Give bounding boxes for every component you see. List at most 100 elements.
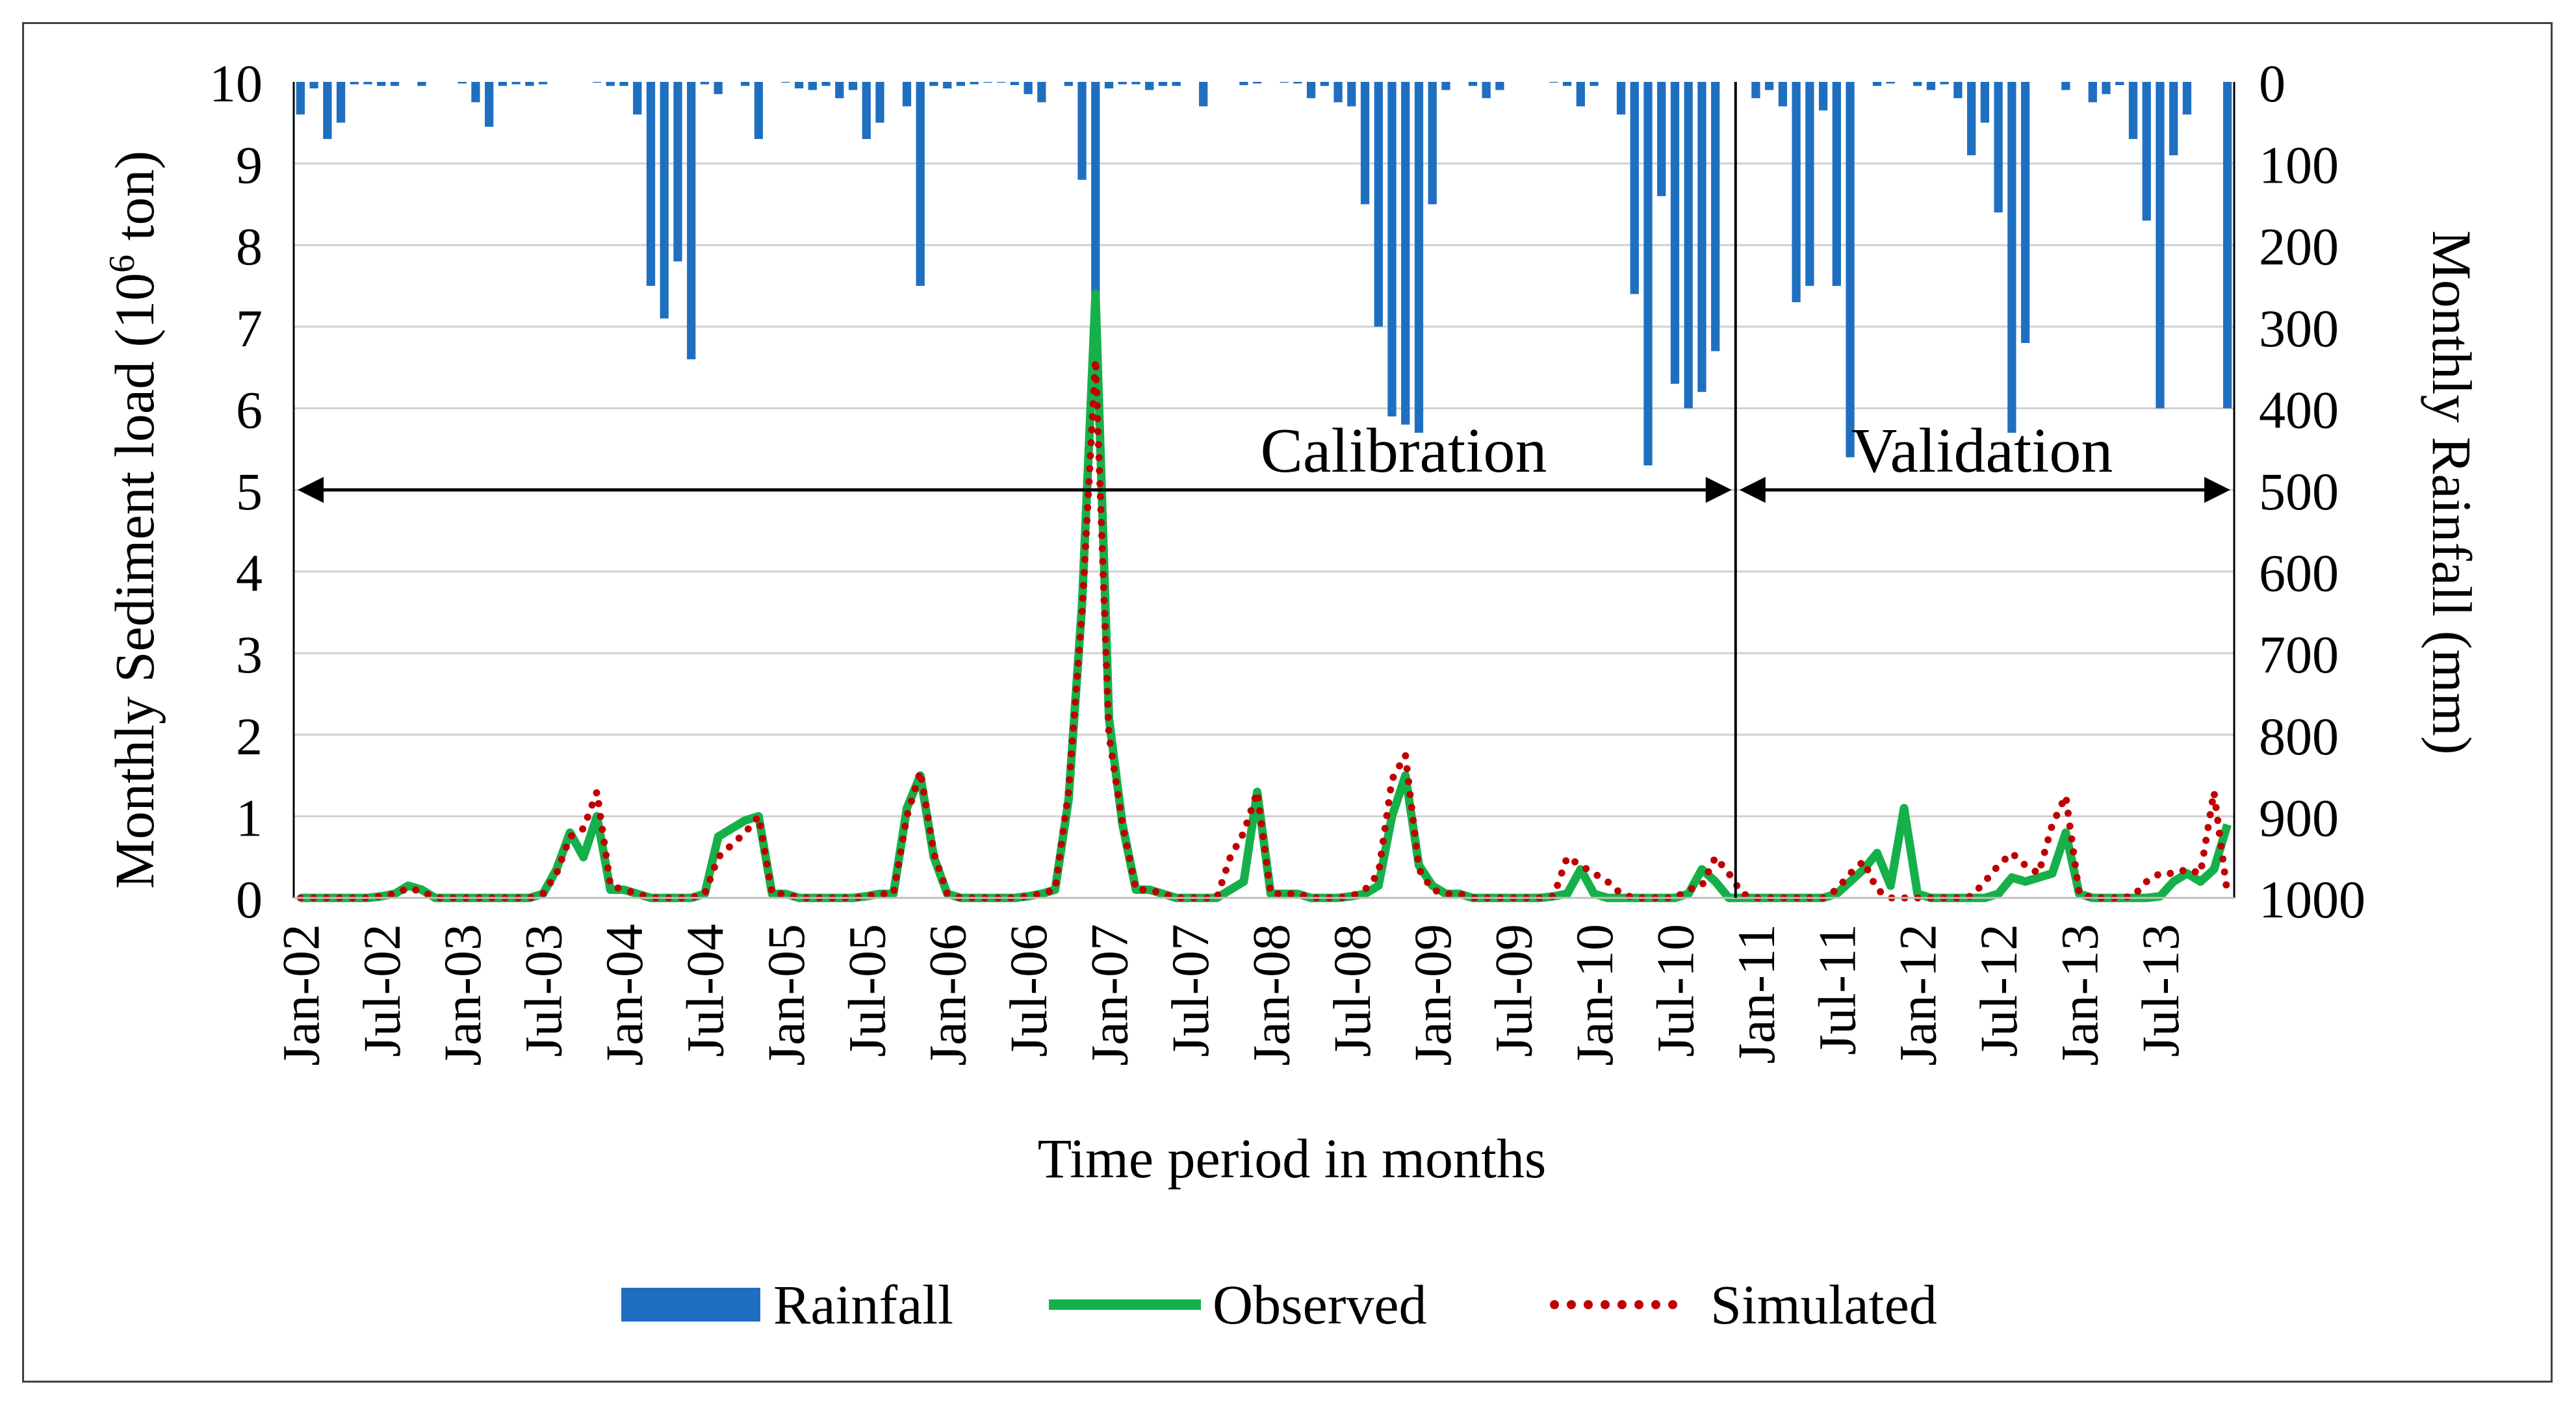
- chart-frame: [22, 22, 2553, 1383]
- rainfall-bar: [1104, 82, 1114, 89]
- rainfall-bar: [1818, 82, 1828, 110]
- rainfall-bar: [1805, 82, 1814, 286]
- rainfall-bar: [700, 82, 710, 84]
- rainfall-bar: [1953, 82, 1963, 99]
- rainfall-bar: [781, 82, 790, 83]
- rainfall-bar: [848, 82, 858, 90]
- rainfall-bar: [538, 82, 548, 84]
- calibration-label: Calibration: [1261, 416, 1547, 486]
- rainfall-bar: [1940, 82, 1949, 84]
- rainfall-bar: [2061, 82, 2070, 90]
- rainfall-bar: [741, 82, 750, 86]
- rainfall-bars: [296, 82, 2232, 466]
- x-tick-label: Jan-12: [1888, 924, 1948, 1066]
- legend: Rainfall Observed Simulated: [621, 1273, 1937, 1336]
- rainfall-bar: [1118, 82, 1127, 84]
- x-tick-label: Jan-10: [1565, 924, 1624, 1066]
- rainfall-bar: [1347, 82, 1356, 107]
- rainfall-bar: [1913, 82, 1922, 86]
- rainfall-bar: [956, 82, 966, 86]
- rainfall-bar: [1495, 82, 1504, 90]
- rainfall-bar: [498, 82, 508, 86]
- rainfall-bar: [1320, 82, 1329, 86]
- rainfall-bar: [1482, 82, 1491, 99]
- calibration-arrow: [298, 477, 1732, 503]
- rainfall-bar: [1967, 82, 1976, 156]
- left-tick-label: 3: [236, 625, 263, 684]
- rainfall-bar: [1010, 82, 1020, 86]
- rainfall-bar: [1926, 82, 1936, 90]
- rainfall-bar: [2182, 82, 2192, 115]
- rainfall-bar: [754, 82, 764, 139]
- rainfall-bar: [1980, 82, 1990, 123]
- rainfall-bar: [1374, 82, 1383, 327]
- right-tick-label: 0: [2259, 54, 2286, 113]
- right-axis-title: Monthly Rainfall (mm): [2421, 230, 2483, 754]
- rainfall-bar: [1670, 82, 1680, 384]
- rainfall-bar: [619, 82, 628, 86]
- rainfall-bar: [1630, 82, 1639, 294]
- x-tick-label: Jan-02: [271, 924, 330, 1066]
- rainfall-bar: [1643, 82, 1653, 466]
- rainfall-bar: [457, 82, 467, 84]
- rainfall-bar: [363, 82, 372, 84]
- rainfall-bar: [2115, 82, 2124, 86]
- right-tick-label: 300: [2259, 299, 2339, 358]
- rainfall-bar: [821, 82, 831, 86]
- left-tick-label: 7: [236, 299, 263, 358]
- rainfall-bar: [2169, 82, 2178, 156]
- rainfall-bar: [1468, 82, 1478, 86]
- rainfall-bar: [390, 82, 400, 86]
- calibration-arrow-head-right: [1705, 477, 1732, 503]
- x-tick-label: Jan-07: [1080, 924, 1139, 1066]
- rainfall-bar: [2222, 82, 2232, 409]
- rainfall-bar: [902, 82, 912, 107]
- rainfall-bar: [1441, 82, 1450, 90]
- calibration-arrow-head-left: [298, 477, 324, 503]
- rainfall-bar: [511, 82, 521, 84]
- rainfall-bar: [794, 82, 804, 89]
- x-tick-label: Jul-08: [1322, 924, 1382, 1057]
- rainfall-bar: [1145, 82, 1154, 90]
- left-tick-label: 1: [236, 788, 263, 847]
- rainfall-bar: [835, 82, 844, 99]
- right-tick-label: 200: [2259, 217, 2339, 276]
- rainfall-bar: [1846, 82, 1855, 457]
- rainfall-bar: [1199, 82, 1208, 107]
- x-tick-label: Jan-04: [595, 924, 654, 1066]
- rainfall-bar: [1764, 82, 1774, 90]
- rainfall-bar: [1414, 82, 1424, 433]
- x-tick-label: Jul-12: [1969, 924, 2028, 1057]
- left-tick-label: 6: [236, 380, 263, 439]
- rainfall-bar: [1657, 82, 1666, 196]
- rainfall-bar: [1428, 82, 1437, 205]
- rainfall-bar: [1306, 82, 1316, 99]
- left-tick-label: 8: [236, 217, 263, 276]
- rainfall-bar: [1158, 82, 1168, 86]
- rainfall-bar: [1387, 82, 1397, 416]
- legend-rainfall-swatch: [621, 1288, 760, 1322]
- left-tick-label: 5: [236, 462, 263, 521]
- rainfall-bar: [1832, 82, 1841, 286]
- x-tick-label: Jul-05: [837, 924, 896, 1057]
- rainfall-bar: [525, 82, 534, 86]
- x-tick-label: Jan-05: [756, 924, 816, 1066]
- series-lines: [296, 290, 2232, 902]
- rainfall-bar: [350, 82, 359, 84]
- left-tick-label: 2: [236, 707, 263, 766]
- rainfall-bar: [471, 82, 480, 103]
- rainfall-bar: [1131, 82, 1140, 84]
- x-tick-label: Jul-03: [514, 924, 573, 1057]
- rainfall-bar: [377, 82, 386, 86]
- rainfall-bar: [1792, 82, 1801, 303]
- rainfall-bar: [983, 82, 992, 83]
- rainfall-bar: [1697, 82, 1707, 392]
- validation-label: Validation: [1851, 416, 2113, 486]
- left-tick-label: 10: [209, 54, 263, 113]
- rainfall-bar: [606, 82, 615, 86]
- rainfall-bar: [1024, 82, 1033, 94]
- rainfall-bar: [1778, 82, 1787, 107]
- rainfall-bar: [1360, 82, 1370, 205]
- left-tick-label: 9: [236, 136, 263, 195]
- x-tick-label: Jul-04: [676, 924, 735, 1057]
